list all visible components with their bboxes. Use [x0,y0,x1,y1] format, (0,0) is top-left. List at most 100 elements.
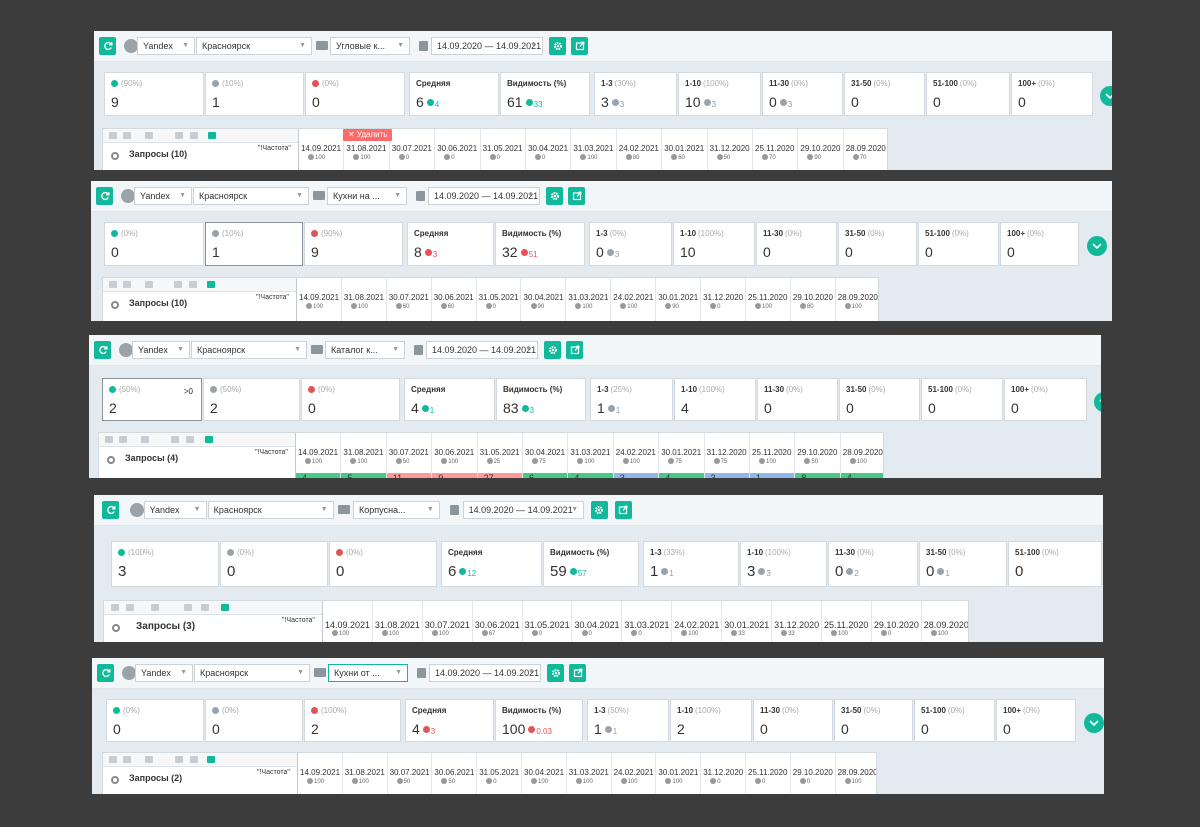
stat-card[interactable]: 1-3 (33%) 1 1 [643,541,739,587]
stat-card[interactable]: (0%) 0 [301,378,400,421]
region-select[interactable]: Красноярск ▼ [191,341,307,359]
excel-icon[interactable] [207,756,216,763]
link-icon[interactable] [141,436,150,443]
position-cell[interactable]: 11 [386,473,432,478]
stat-card[interactable]: Видимость (%) 61 33 [500,72,590,116]
date-column[interactable]: 29.10.2020 0 [872,601,922,642]
settings-button[interactable] [590,501,608,519]
date-column[interactable]: 31.05.2021 0 [481,129,526,170]
project-select[interactable]: Кухни на ... ▼ [327,187,407,205]
toggle-icon[interactable] [122,756,131,763]
position-cell[interactable]: 4 [568,473,613,478]
date-column[interactable]: 30.04.2021 90 [522,278,567,321]
date-column[interactable]: 31.05.2021 0 [477,753,522,794]
stat-card[interactable]: 31-50 (0%) 0 [834,699,913,742]
table-icon[interactable] [184,604,193,611]
stat-card[interactable]: Видимость (%) 83 3 [496,378,586,421]
date-column[interactable]: 30.04.2021 0 [573,601,623,642]
stat-card[interactable]: (10%) 1 [205,222,303,266]
project-select[interactable]: Кухни от ... ▼ [328,664,408,682]
stat-card[interactable]: 31-50 (0%) 0 [844,72,925,116]
settings-button[interactable] [547,664,564,682]
export-button[interactable] [571,37,588,55]
period-select[interactable]: 14.09.2020 — 14.09.2021 ▼ [431,37,543,55]
date-column[interactable]: 14.09.2021 100 [299,129,345,170]
refresh-button[interactable] [102,501,120,519]
queries-header[interactable]: Запросы (10) [129,149,188,159]
settings-button[interactable] [549,37,566,55]
search-engine-select[interactable]: Yandex ▼ [134,187,192,205]
stat-card[interactable]: Средняя 4 1 [404,378,495,421]
stat-card[interactable]: 51-100 (0%) 0 [926,72,1010,116]
paperclip-icon[interactable] [111,776,119,784]
date-column[interactable]: 31.05.2021 0 [477,278,522,321]
region-select[interactable]: Красноярск ▼ [194,664,310,682]
stat-card[interactable]: 11-30 (0%) 0 3 [762,72,843,116]
date-column[interactable]: 28.09.2020 100 [836,753,876,794]
refresh-button[interactable] [99,37,116,55]
stat-card[interactable]: 51-100 (0%) 0 [1008,541,1102,587]
date-column[interactable]: 30.04.2021 100 [522,753,567,794]
export-button[interactable] [569,664,586,682]
paperclip-icon[interactable] [111,301,119,309]
date-column[interactable]: 31.12.2020 50 [708,129,753,170]
date-column[interactable]: 31.03.2021 100 [566,278,612,321]
excel-icon[interactable] [206,281,215,288]
frequency-header[interactable]: "!Частота" [255,449,288,456]
link-icon[interactable] [144,281,153,288]
stat-card[interactable]: 51-100 (0%) 0 [914,699,995,742]
date-column[interactable]: 31.08.2021 100 [373,601,423,642]
settings-button[interactable] [546,187,563,205]
date-column[interactable]: 30.07.2021 0 [390,129,436,170]
expand-button[interactable] [1100,86,1112,106]
date-column[interactable]: 14.09.2021 100 4 [296,433,342,478]
stat-card[interactable]: 1-10 (100%) 10 3 [678,72,761,116]
stat-card[interactable]: (0%) 0 [329,541,437,587]
stat-card[interactable]: (0%) 0 [104,222,204,266]
date-column[interactable]: 31.08.2021 100 [343,753,388,794]
date-column[interactable]: 24.02.2021 100 3 [613,433,660,478]
date-column[interactable]: 31.12.2020 0 [701,753,746,794]
date-column[interactable]: 30.01.2021 75 4 [659,433,705,478]
date-column[interactable]: 31.03.2021 0 [622,601,673,642]
date-column[interactable]: 30.06.2021 60 [432,278,477,321]
export-button[interactable] [566,341,583,359]
date-column[interactable]: 30.04.2021 75 6 [523,433,569,478]
stat-card[interactable]: (0%) 0 [220,541,328,587]
stat-card[interactable]: 31-50 (0%) 0 1 [919,541,1007,587]
date-column[interactable]: 30.07.2021 50 11 [386,433,433,478]
position-cell[interactable]: 27 [477,473,522,478]
date-column[interactable]: 28.09.2020 100 4 [840,433,883,478]
link-icon[interactable] [150,604,159,611]
date-column[interactable]: 31.03.2021 100 4 [568,433,614,478]
stat-card[interactable]: 1-10 (100%) 10 [673,222,755,266]
date-column[interactable]: 30.06.2021 0 [435,129,481,170]
stat-card[interactable]: 51-100 (0%) 0 [921,378,1003,421]
position-cell[interactable]: 1 [750,473,795,478]
stat-card[interactable]: 100+ (0%) 0 [1004,378,1087,421]
search-engine-select[interactable]: Yandex ▼ [137,37,195,55]
date-column[interactable]: 29.10.2020 50 8 [795,433,841,478]
date-column[interactable]: 24.02.2021 80 [617,129,663,170]
queries-header[interactable]: Запросы (3) [136,621,196,632]
date-column[interactable]: 31.05.2021 0 [523,601,573,642]
date-column[interactable]: 25.11.2020 0 [746,753,791,794]
date-column[interactable]: 29.10.2020 0 [791,753,836,794]
date-column[interactable]: 30.01.2021 90 [656,278,702,321]
excel-icon[interactable] [208,132,216,139]
date-column[interactable]: 30.01.2021 33 [722,601,773,642]
stat-card[interactable]: 100+ (0%) 0 [1011,72,1093,116]
date-column[interactable]: 30.01.2021 100 [656,753,702,794]
export-button[interactable] [614,501,632,519]
date-column[interactable]: 28.09.2020 100 [922,601,968,642]
expand-button[interactable] [1087,236,1107,256]
stat-card[interactable]: 11-30 (0%) 0 [757,378,838,421]
refresh-button[interactable] [96,187,113,205]
stat-card[interactable]: Видимость (%) 32 51 [495,222,585,266]
link-icon[interactable] [145,132,153,139]
move-icon[interactable] [108,756,117,763]
period-select[interactable]: 14.09.2020 — 14.09.2021 ▼ [462,501,585,519]
move-icon[interactable] [105,436,114,443]
stat-card[interactable]: 1-10 (100%) 4 [674,378,756,421]
stat-card[interactable]: 1-10 (100%) 2 [670,699,752,742]
